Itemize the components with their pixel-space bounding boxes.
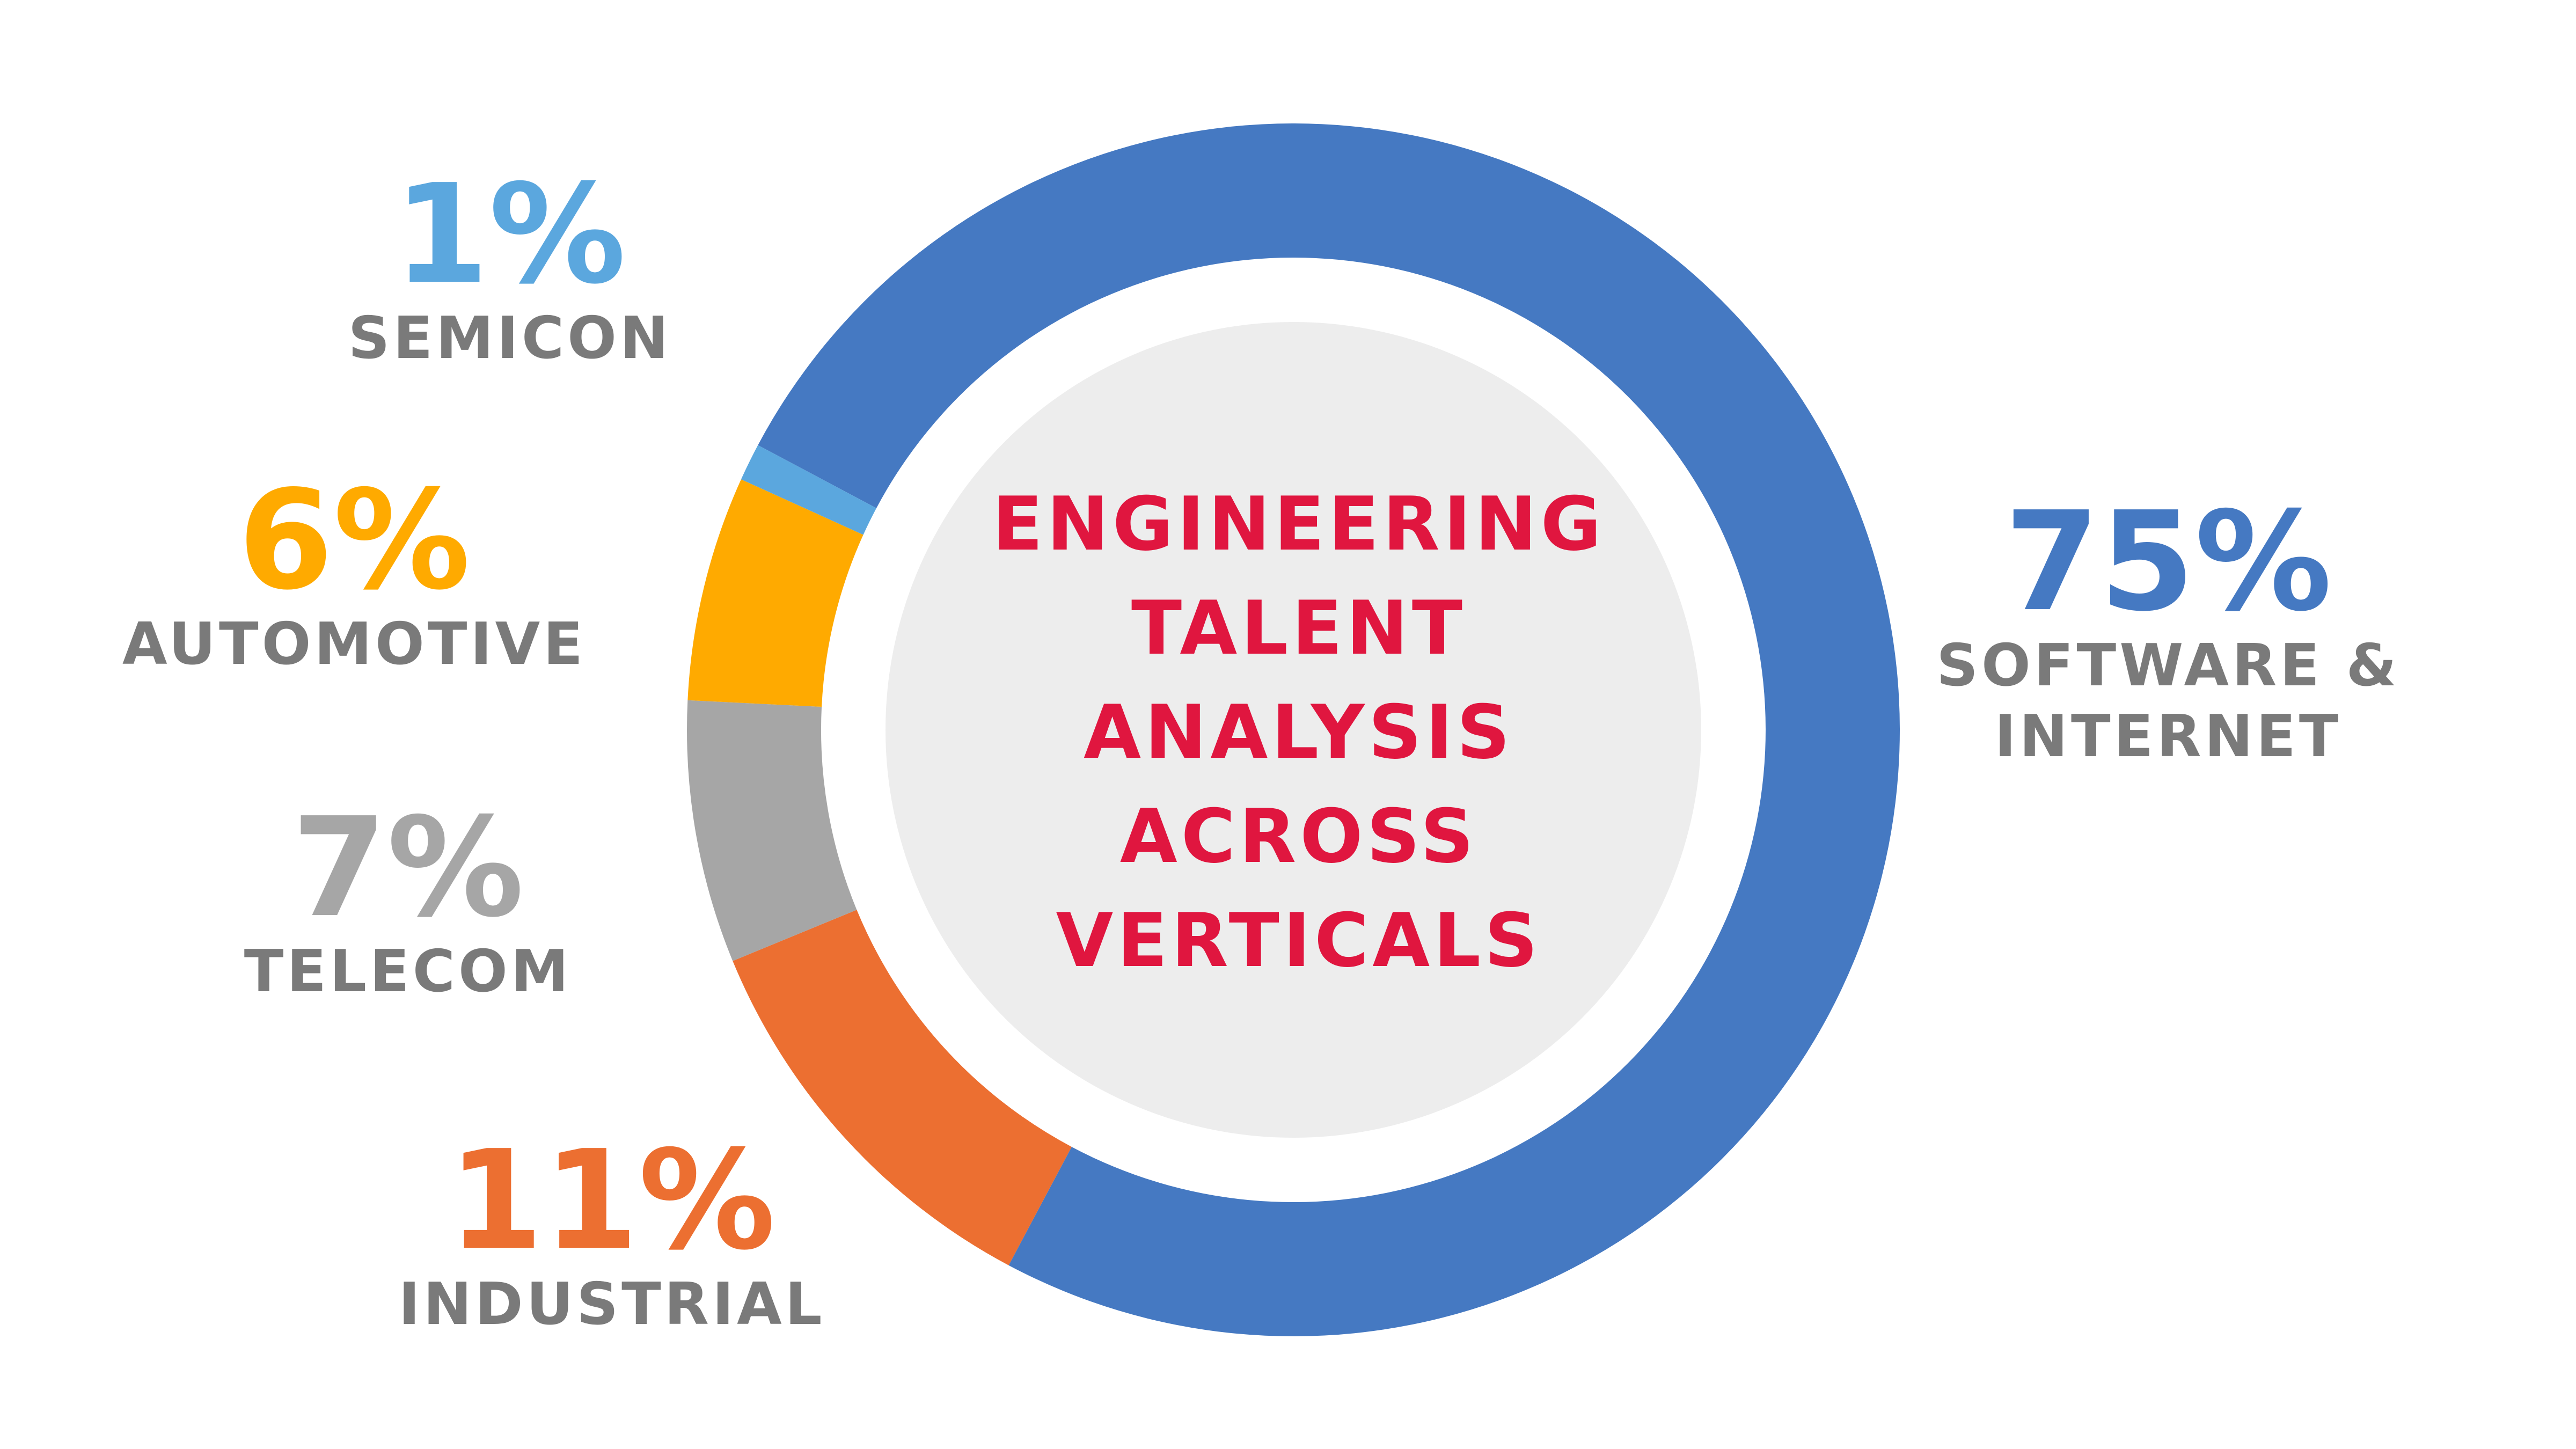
slice-label-industrial: 11% INDUSTRIAL xyxy=(343,1132,880,1340)
donut-center-disc xyxy=(885,322,1701,1138)
donut-slice-automotive xyxy=(687,479,863,707)
chart-title: ENGINEERING TALENT ANALYSIS ACROSS VERTI… xyxy=(945,472,1653,993)
donut-slice-telecom xyxy=(687,700,857,961)
chart-title-line: ENGINEERING xyxy=(992,481,1605,567)
slice-label-automotive: 6% AUTOMOTIVE xyxy=(86,472,623,680)
slice-category-label: SEMICON xyxy=(348,305,672,372)
slice-percent-label: 7% xyxy=(291,788,524,948)
slice-label-semicon: 1% SEMICON xyxy=(301,166,719,374)
donut-slices xyxy=(687,123,1900,1337)
slice-percent-label: 6% xyxy=(238,461,471,620)
slice-label-software-internet: 75% SOFTWARE & INTERNET xyxy=(1911,494,2426,772)
slice-label-telecom: 7% TELECOM xyxy=(193,800,623,1007)
donut-slice-industrial xyxy=(733,910,1072,1265)
chart-title-line: ACROSS xyxy=(1119,793,1478,880)
slice-category-label: INDUSTRIAL xyxy=(398,1271,825,1338)
slice-category-label: TELECOM xyxy=(244,938,572,1005)
slice-category-label: SOFTWARE & xyxy=(1936,632,2400,699)
slice-category-label: INTERNET xyxy=(1994,702,2342,770)
chart-title-line: TALENT xyxy=(1131,585,1467,671)
chart-title-line: ANALYSIS xyxy=(1084,689,1514,775)
chart-title-line: VERTICALS xyxy=(1056,897,1542,984)
donut-slice-semicon xyxy=(741,445,877,535)
slice-percent-label: 1% xyxy=(393,155,626,314)
slice-percent-label: 75% xyxy=(2004,482,2332,642)
slice-percent-label: 11% xyxy=(448,1121,776,1280)
slice-category-label: AUTOMOTIVE xyxy=(122,611,586,678)
